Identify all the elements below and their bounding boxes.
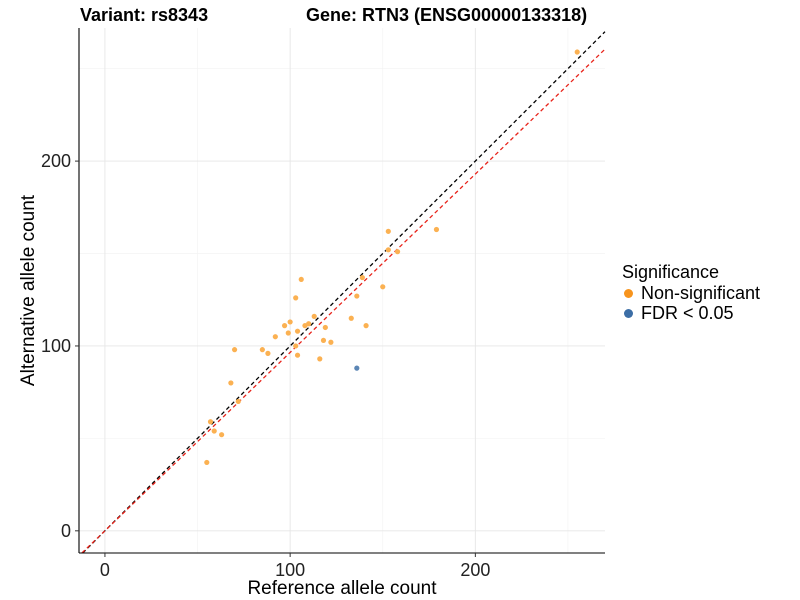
legend-item-non-significant: Non-significant [622,283,760,303]
data-point-non-significant [348,315,354,321]
data-point-non-significant [265,350,271,356]
data-point-non-significant [306,321,312,327]
data-point-non-significant [204,459,210,466]
reference-line-fit [81,48,606,554]
y-tick-label: 100 [41,336,71,356]
axes [78,28,605,554]
data-point-non-significant [293,343,299,349]
data-point-non-significant [298,276,304,283]
data-point-non-significant [281,323,288,329]
data-point-non-significant [574,49,580,55]
reference-line-identity [82,31,606,554]
data-point-non-significant [294,328,301,334]
data-point-non-significant [354,293,360,299]
data-point-non-significant [328,339,334,345]
data-point-non-significant [293,295,299,301]
data-point-non-significant [394,249,401,255]
legend-label-fdr: FDR < 0.05 [641,302,734,323]
data-point-non-significant [433,226,440,233]
y-tick-label: 200 [41,151,71,171]
data-point-non-significant [385,247,391,253]
data-point-non-significant [287,319,293,325]
data-point-fdr-0-05 [354,365,360,371]
reference-lines [81,31,606,554]
x-axis-title: Reference allele count [247,578,437,599]
data-point-non-significant [272,334,278,340]
data-point-non-significant [380,284,386,290]
chart-title-gene: Gene: RTN3 (ENSG00000133318) [306,5,588,25]
grid-lines [79,28,605,553]
data-point-non-significant [317,356,323,362]
chart-title-variant: Variant: rs8343 [80,5,209,25]
legend-marker-fdr [624,308,633,318]
legend-title: Significance [622,262,720,282]
data-point-non-significant [285,330,291,336]
data-point-non-significant [385,228,391,234]
data-point-non-significant [322,324,328,331]
x-tick-label: 200 [460,560,490,580]
legend: Significance Non-significant FDR < 0.05 [622,262,760,323]
data-points [204,49,580,466]
legend-marker-non-significant [624,288,633,298]
data-point-non-significant [211,428,217,434]
data-point-non-significant [311,313,317,319]
data-point-non-significant [294,352,301,358]
data-point-non-significant [207,419,214,425]
data-point-non-significant [359,274,365,281]
x-tick-label: 0 [100,560,110,580]
y-tick-label: 0 [61,521,71,541]
data-point-non-significant [219,432,225,438]
legend-label-non-significant: Non-significant [641,282,761,303]
data-point-non-significant [363,323,369,329]
x-tick-label: 100 [275,560,305,580]
data-point-non-significant [231,347,238,353]
tick-labels: 0 100 200 0 100 200 [41,151,490,580]
data-point-non-significant [259,347,265,353]
y-axis-title: Alternative allele count [18,194,39,386]
data-point-non-significant [320,337,327,344]
data-point-non-significant [228,380,234,386]
legend-item-fdr: FDR < 0.05 [622,303,760,323]
data-point-non-significant [235,398,241,405]
